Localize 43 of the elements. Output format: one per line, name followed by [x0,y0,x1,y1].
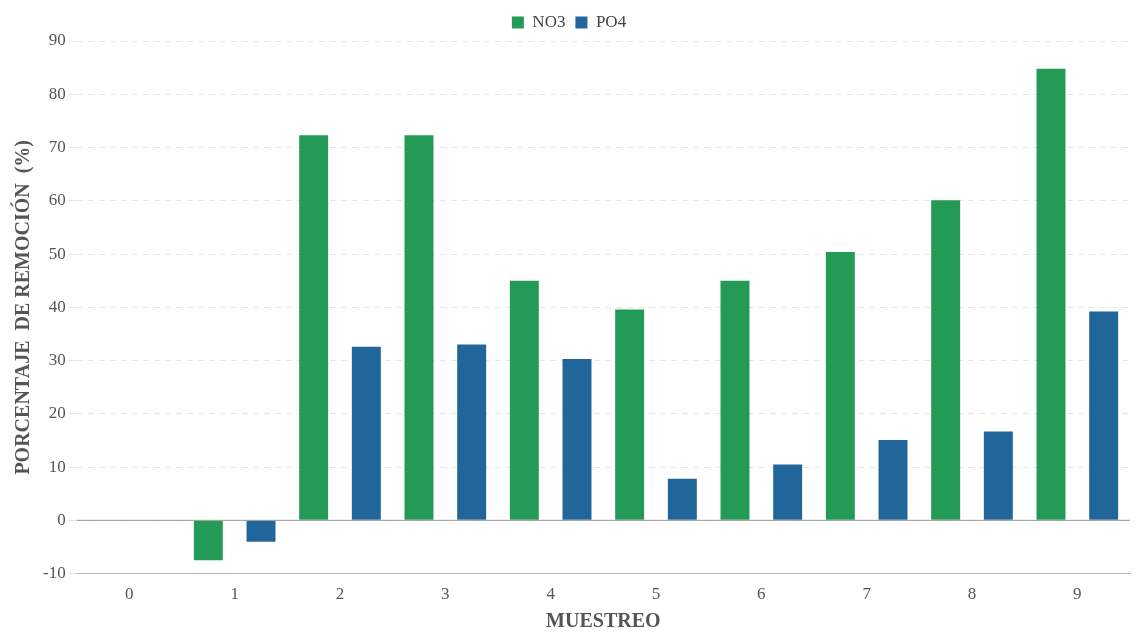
y-tick-label: -10 [42,563,66,583]
bar [931,200,961,520]
y-tick-label: 90 [48,30,66,50]
y-tick-label: 20 [48,403,66,423]
y-tick-label: 50 [48,243,66,263]
bar [878,439,908,520]
y-axis-title: PORCENTAJE DE REMOCIÓN (%) [10,139,35,475]
bar [825,251,855,520]
x-tick-label: 9 [1073,584,1082,604]
y-tick-label: 30 [48,350,66,370]
x-tick-label: 6 [757,584,766,604]
bar [299,135,329,520]
bar [667,478,697,520]
bar [404,135,434,520]
bar [983,431,1013,520]
y-tick-label: 0 [57,509,66,529]
y-tick-label: 40 [48,296,66,316]
bar [351,346,381,520]
x-tick-label: 1 [230,584,239,604]
y-tick-label: 10 [48,456,66,476]
legend-label: PO4 [595,11,627,31]
y-tick-label: 80 [48,83,66,103]
y-tick-label: 60 [48,190,66,210]
x-tick-label: 2 [335,584,345,604]
legend-label: NO3 [532,11,566,31]
bar [1089,311,1119,520]
x-axis-title: MUESTREO [546,609,661,632]
x-tick-label: 5 [651,584,661,604]
x-tick-label: 0 [125,584,134,604]
bar [615,309,645,520]
x-tick-label: 4 [546,584,556,604]
bar [773,464,803,520]
bar [246,520,276,542]
bar [457,344,487,520]
bar [720,280,750,520]
bar [562,358,592,520]
y-tick-label: 70 [48,136,66,156]
bar [1036,68,1066,520]
x-tick-label: 7 [862,584,872,604]
x-tick-label: 3 [441,584,450,604]
x-tick-label: 8 [967,584,977,604]
bar [509,280,539,520]
bar [193,520,223,561]
